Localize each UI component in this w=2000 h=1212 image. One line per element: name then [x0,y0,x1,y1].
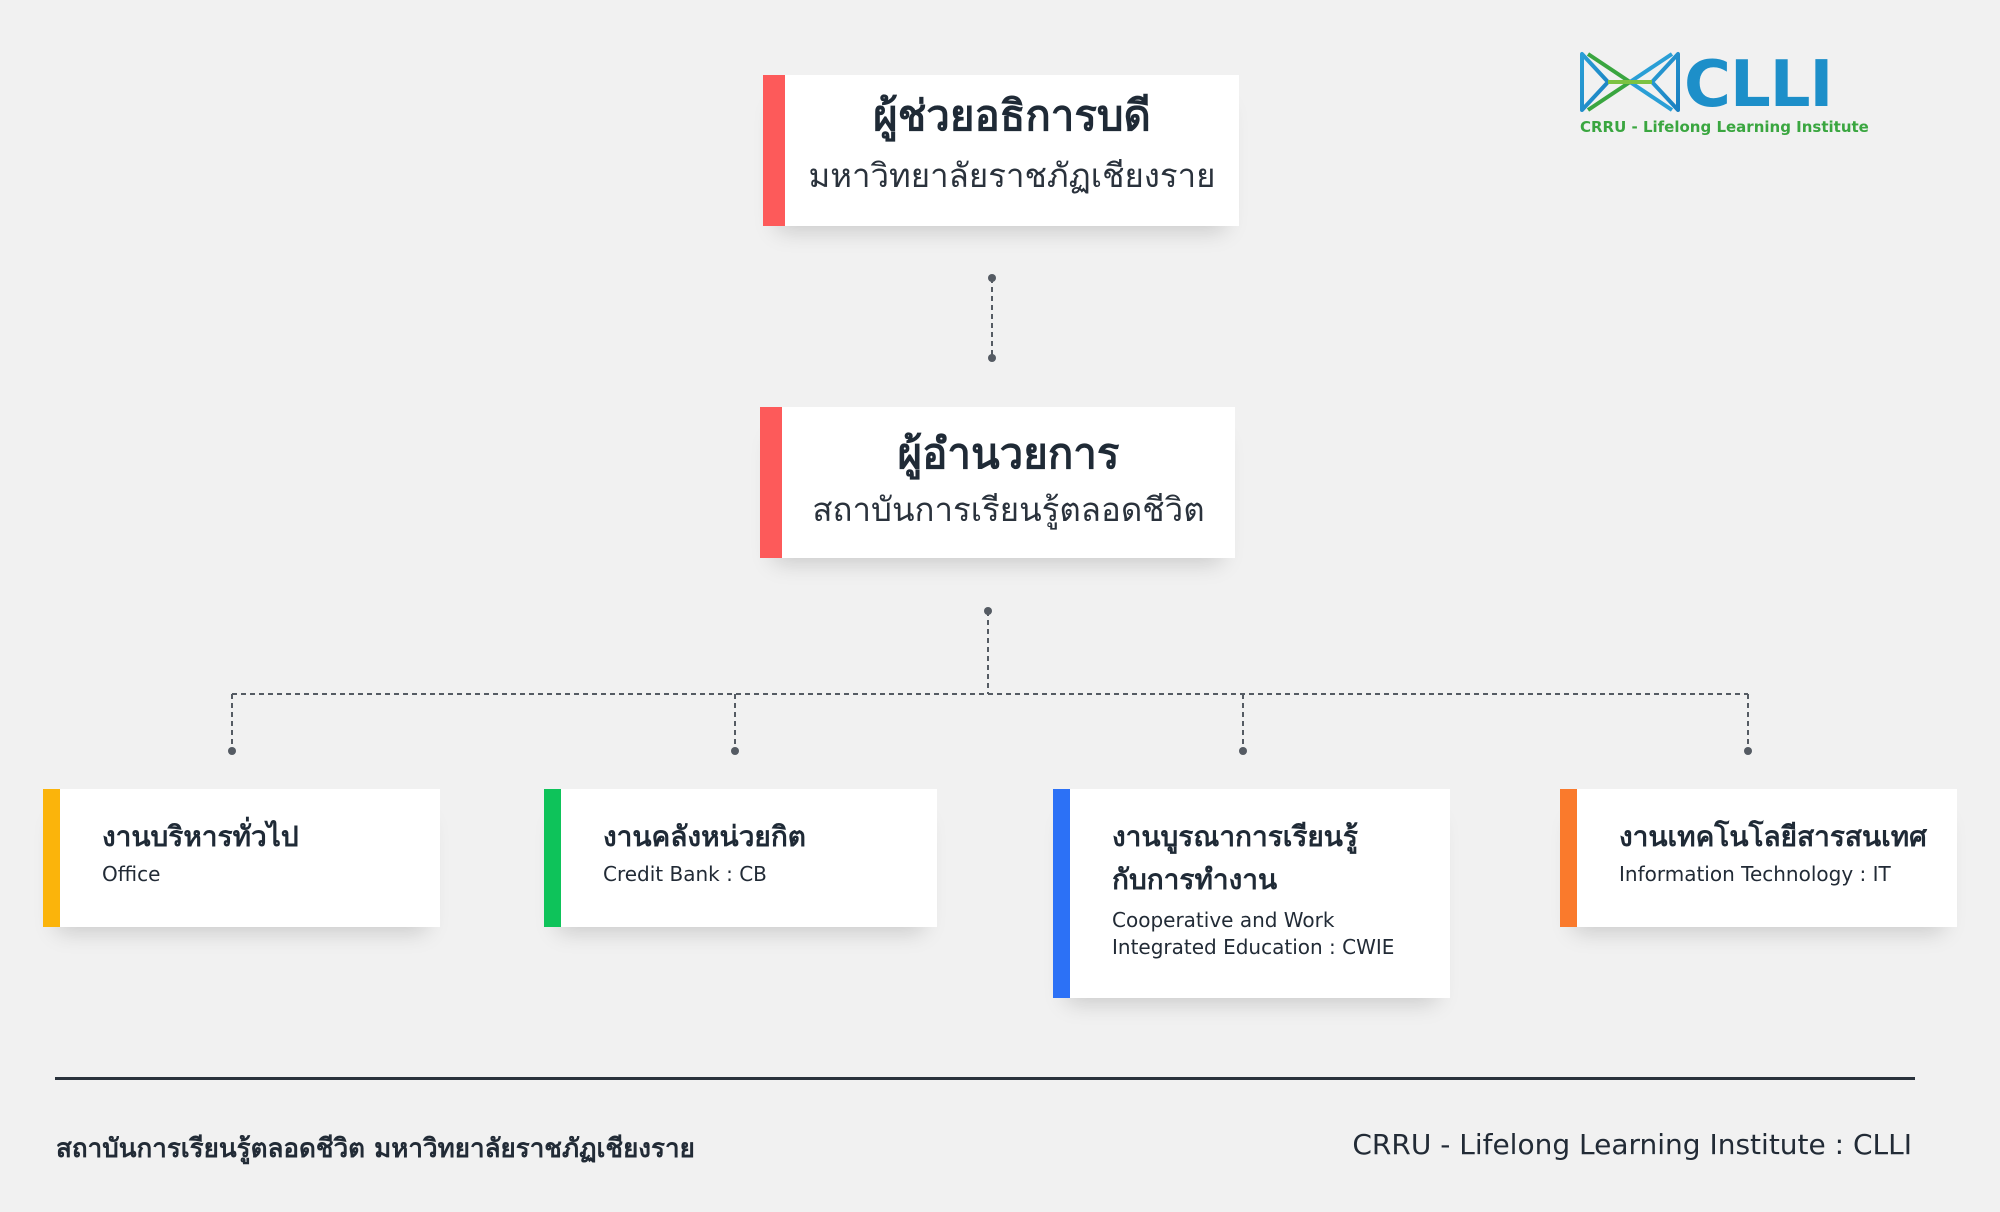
node-accent-bar [1053,789,1070,998]
footer-institute-name: สถาบันการเรียนรู้ตลอดชีวิต มหาวิทยาลัยรา… [56,1134,695,1164]
node-subtitle: มหาวิทยาลัยราชภัฏเชียงราย [808,156,1216,195]
unit-subtitle-line1: Cooperative and Work [1112,908,1335,932]
unit-subtitle: Office [102,862,161,886]
connector-dot [1239,747,1247,755]
unit-title: งานบริหารทั่วไป [102,820,299,853]
footer-divider [55,1077,1915,1080]
node-accent-bar [763,75,785,226]
connector-dot [988,274,996,282]
connector-dot [1744,747,1752,755]
unit-subtitle-line2: Integrated Education : CWIE [1112,935,1395,959]
node-title: ผู้อำนวยการ [897,429,1120,478]
node-subtitle: สถาบันการเรียนรู้ตลอดชีวิต [812,490,1205,529]
node-accent-bar [1560,789,1577,927]
unit-title-line2: กับการทำงาน [1112,863,1278,896]
director-node: ผู้อำนวยการ สถาบันการเรียนรู้ตลอดชีวิต [760,407,1235,558]
unit-cwie: งานบูรณาการเรียนรู้ กับการทำงาน Cooperat… [1053,789,1450,998]
unit-office: งานบริหารทั่วไป Office [43,789,440,927]
logo-name: CLLI [1684,48,1833,122]
unit-title-line1: งานบูรณาการเรียนรู้ [1112,820,1358,853]
clli-logo: CLLI CRRU - Lifelong Learning Institute [1578,46,1869,142]
connector-dot [984,607,992,615]
footer-institute-english: CRRU - Lifelong Learning Institute : CLL… [1352,1128,1912,1161]
unit-title: งานคลังหน่วยกิต [603,820,806,853]
connector-dot [731,747,739,755]
unit-subtitle: Credit Bank : CB [603,862,767,886]
connector-dot [228,747,236,755]
unit-title: งานเทคโนโลยีสารสนเทศ [1619,820,1927,853]
unit-credit-bank: งานคลังหน่วยกิต Credit Bank : CB [544,789,937,927]
node-accent-bar [544,789,561,927]
unit-it: งานเทคโนโลยีสารสนเทศ Information Technol… [1560,789,1957,927]
node-accent-bar [760,407,782,558]
connector-dot [988,354,996,362]
clli-logo-icon [1580,52,1680,112]
vice-president-node: ผู้ช่วยอธิการบดี มหาวิทยาลัยราชภัฏเชียงร… [763,75,1239,226]
unit-subtitle: Information Technology : IT [1619,862,1891,886]
node-title: ผู้ช่วยอธิการบดี [873,91,1151,140]
node-accent-bar [43,789,60,927]
logo-tagline: CRRU - Lifelong Learning Institute [1580,118,1869,136]
